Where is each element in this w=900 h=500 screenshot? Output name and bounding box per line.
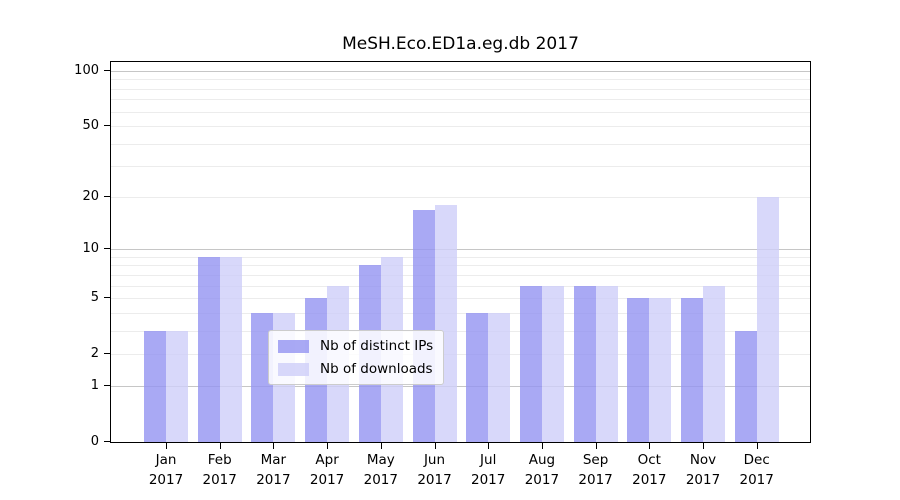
bar-downloads-jun xyxy=(434,205,457,442)
bar-ips-feb xyxy=(197,256,220,442)
x-tick-label-dec: Dec 2017 xyxy=(739,452,774,488)
x-tick-mark xyxy=(434,443,436,449)
x-tick-mark xyxy=(273,443,275,449)
bar-ips-jan xyxy=(144,330,166,442)
bar-ips-dec xyxy=(734,330,757,442)
y-tick-mark xyxy=(104,70,110,71)
bar-downloads-jul xyxy=(488,312,511,442)
legend-item-distinct-ips: Nb of distinct IPs xyxy=(278,338,433,354)
y-tick-label: 100 xyxy=(74,63,99,78)
gridline-minor xyxy=(111,143,810,145)
legend: Nb of distinct IPs Nb of downloads xyxy=(268,330,445,385)
legend-swatch-ips xyxy=(278,339,309,353)
gridline-minor xyxy=(111,274,810,276)
x-tick-mark xyxy=(488,443,490,449)
bar-ips-oct xyxy=(627,298,650,442)
y-tick-mark xyxy=(104,297,110,298)
y-tick-label: 0 xyxy=(90,434,99,449)
y-tick-mark xyxy=(104,196,110,198)
gridline-minor xyxy=(111,79,810,81)
gridline-minor xyxy=(111,88,810,90)
x-tick-label-nov: Nov 2017 xyxy=(685,452,721,488)
bar-downloads-oct xyxy=(649,298,672,442)
x-tick-label-oct: Oct 2017 xyxy=(632,452,667,488)
gridline-minor xyxy=(111,298,810,299)
legend-item-downloads: Nb of downloads xyxy=(278,361,433,377)
bar-ips-nov xyxy=(681,298,703,442)
y-tick-mark xyxy=(104,124,110,126)
bar-downloads-nov xyxy=(703,285,725,442)
y-tick-label: 5 xyxy=(90,290,99,305)
plot-area xyxy=(110,61,811,443)
x-tick-mark xyxy=(703,443,704,449)
y-tick-label: 2 xyxy=(90,345,99,361)
bar-downloads-jan xyxy=(166,330,188,442)
x-tick-mark xyxy=(380,443,382,449)
x-tick-label-aug: Aug 2017 xyxy=(524,452,560,488)
x-tick-mark xyxy=(166,443,167,449)
y-tick-mark xyxy=(104,441,110,442)
chart-title: MeSH.Eco.ED1a.eg.db 2017 xyxy=(342,34,579,54)
x-tick-mark xyxy=(649,443,651,449)
x-tick-label-mar: Mar 2017 xyxy=(256,452,291,488)
legend-label: Nb of distinct IPs xyxy=(320,338,434,354)
x-tick-mark xyxy=(327,443,329,449)
gridline-minor xyxy=(111,197,810,199)
bar-downloads-aug xyxy=(541,285,564,442)
gridline-minor xyxy=(111,353,810,355)
y-tick-mark xyxy=(104,248,110,250)
y-tick-label: 10 xyxy=(82,241,99,257)
gridline-minor xyxy=(111,99,810,101)
bar-ips-jul xyxy=(466,312,489,442)
x-tick-label-feb: Feb 2017 xyxy=(202,452,237,488)
gridline-minor xyxy=(111,330,810,332)
legend-label: Nb of downloads xyxy=(320,361,433,377)
x-tick-mark xyxy=(756,443,758,449)
y-tick-label: 20 xyxy=(82,189,99,205)
x-tick-label-sep: Sep 2017 xyxy=(578,452,613,488)
x-tick-label-jul: Jul 2017 xyxy=(471,452,506,488)
gridline-minor xyxy=(111,256,810,258)
x-tick-label-jan: Jan 2017 xyxy=(148,452,184,488)
legend-swatch-downloads xyxy=(278,362,309,376)
y-tick-label: 1 xyxy=(90,378,99,394)
bar-ips-sep xyxy=(573,285,596,442)
x-tick-mark xyxy=(541,443,543,449)
x-tick-mark xyxy=(219,443,221,449)
bar-ips-mar xyxy=(251,312,274,442)
x-tick-label-may: May 2017 xyxy=(363,452,398,488)
y-tick-label: 50 xyxy=(82,117,99,133)
bar-downloads-feb xyxy=(219,256,242,442)
bar-downloads-sep xyxy=(595,285,618,442)
gridline-minor xyxy=(111,166,810,167)
gridline-minor xyxy=(111,265,810,267)
bar-ips-jun xyxy=(412,209,435,442)
gridline-minor xyxy=(111,285,810,287)
gridline-major xyxy=(111,386,810,388)
x-tick-label-jun: Jun 2017 xyxy=(417,452,452,488)
gridline-minor xyxy=(111,312,810,314)
gridline-minor xyxy=(111,111,810,113)
bar-downloads-dec xyxy=(756,197,779,442)
y-tick-mark xyxy=(104,352,110,354)
gridline-minor xyxy=(111,125,810,127)
bar-ips-aug xyxy=(519,285,542,442)
y-tick-mark xyxy=(104,385,110,387)
gridline-major xyxy=(111,249,810,251)
x-tick-mark xyxy=(595,443,597,449)
gridline-major xyxy=(111,71,810,72)
x-tick-label-apr: Apr 2017 xyxy=(309,452,345,488)
